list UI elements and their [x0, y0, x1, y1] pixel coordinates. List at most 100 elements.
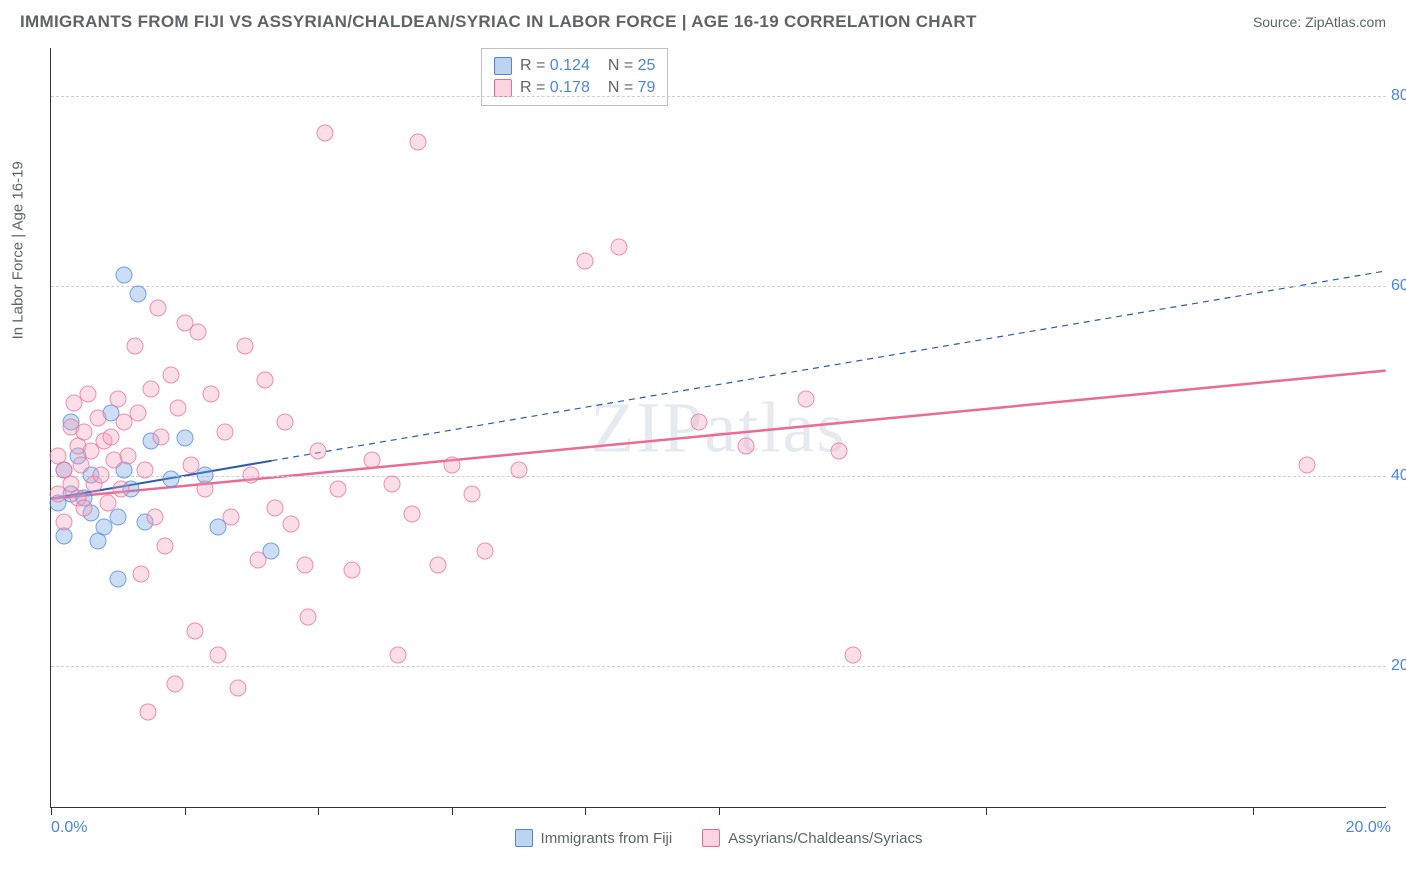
legend-item: Assyrians/Chaldeans/Syriacs [702, 829, 922, 847]
y-tick-label: 60.0% [1391, 277, 1406, 295]
data-point-assyrian [610, 238, 627, 255]
data-point-assyrian [89, 409, 106, 426]
x-tick-label-left: 0.0% [51, 819, 87, 837]
data-point-assyrian [223, 509, 240, 526]
data-point-assyrian [300, 609, 317, 626]
data-point-assyrian [266, 499, 283, 516]
data-point-assyrian [146, 509, 163, 526]
stats-box: R = 0.124N = 25 R = 0.178N = 79 [481, 48, 668, 106]
x-tick [1253, 807, 1254, 815]
trendlines-svg [51, 48, 1386, 807]
data-point-assyrian [166, 675, 183, 692]
data-point-assyrian [250, 552, 267, 569]
data-point-assyrian [831, 442, 848, 459]
data-point-assyrian [109, 390, 126, 407]
data-point-assyrian [186, 623, 203, 640]
data-point-assyrian [310, 442, 327, 459]
data-point-assyrian [129, 404, 146, 421]
data-point-assyrian [463, 485, 480, 502]
plot-area: ZIPatlas R = 0.124N = 25R = 0.178N = 79 … [50, 48, 1386, 808]
data-point-assyrian [139, 704, 156, 721]
data-point-assyrian [403, 506, 420, 523]
data-point-fiji [176, 430, 193, 447]
data-point-assyrian [410, 134, 427, 151]
data-point-assyrian [443, 457, 460, 474]
legend-label: Immigrants from Fiji [541, 830, 673, 847]
chart-header: IMMIGRANTS FROM FIJI VS ASSYRIAN/CHALDEA… [0, 0, 1406, 40]
data-point-fiji [116, 267, 133, 284]
data-point-assyrian [230, 680, 247, 697]
data-point-assyrian [163, 366, 180, 383]
data-point-assyrian [203, 385, 220, 402]
data-point-assyrian [430, 556, 447, 573]
data-point-assyrian [153, 428, 170, 445]
stats-swatch-icon [494, 79, 512, 97]
data-point-assyrian [126, 338, 143, 355]
data-point-assyrian [343, 561, 360, 578]
data-point-assyrian [236, 338, 253, 355]
data-point-assyrian [577, 252, 594, 269]
data-point-assyrian [383, 476, 400, 493]
data-point-assyrian [189, 324, 206, 341]
source-label: Source: ZipAtlas.com [1253, 14, 1386, 30]
legend-swatch-icon [515, 829, 533, 847]
x-tick [185, 807, 186, 815]
trendline-fiji-dashed [272, 271, 1386, 461]
data-point-assyrian [79, 385, 96, 402]
data-point-assyrian [256, 371, 273, 388]
data-point-assyrian [690, 414, 707, 431]
data-point-assyrian [133, 566, 150, 583]
data-point-assyrian [183, 457, 200, 474]
stats-text: R = 0.124N = 25 [520, 57, 655, 75]
x-tick [452, 807, 453, 815]
data-point-assyrian [737, 438, 754, 455]
data-point-assyrian [330, 480, 347, 497]
x-tick-label-right: 20.0% [1346, 819, 1391, 837]
y-tick-label: 40.0% [1391, 467, 1406, 485]
gridline [51, 96, 1386, 97]
data-point-assyrian [99, 495, 116, 512]
data-point-assyrian [76, 499, 93, 516]
data-point-assyrian [1298, 457, 1315, 474]
data-point-assyrian [276, 414, 293, 431]
x-tick [585, 807, 586, 815]
data-point-assyrian [143, 381, 160, 398]
stats-row: R = 0.124N = 25 [494, 55, 655, 77]
legend-label: Assyrians/Chaldeans/Syriacs [728, 830, 922, 847]
data-point-assyrian [196, 480, 213, 497]
x-tick [51, 807, 52, 815]
data-point-assyrian [216, 423, 233, 440]
y-tick-label: 20.0% [1391, 657, 1406, 675]
data-point-assyrian [93, 466, 110, 483]
stats-text: R = 0.178N = 79 [520, 79, 655, 97]
data-point-assyrian [296, 556, 313, 573]
data-point-assyrian [243, 466, 260, 483]
data-point-fiji [163, 471, 180, 488]
data-point-assyrian [510, 461, 527, 478]
legend-item: Immigrants from Fiji [515, 829, 673, 847]
x-tick [719, 807, 720, 815]
data-point-assyrian [73, 457, 90, 474]
data-point-assyrian [103, 428, 120, 445]
data-point-assyrian [316, 124, 333, 141]
data-point-fiji [109, 509, 126, 526]
data-point-assyrian [169, 400, 186, 417]
y-tick-label: 80.0% [1391, 87, 1406, 105]
data-point-assyrian [113, 480, 130, 497]
chart-title: IMMIGRANTS FROM FIJI VS ASSYRIAN/CHALDEA… [20, 12, 977, 32]
data-point-assyrian [156, 537, 173, 554]
gridline [51, 286, 1386, 287]
stats-swatch-icon [494, 57, 512, 75]
data-point-fiji [109, 571, 126, 588]
data-point-assyrian [844, 647, 861, 664]
data-point-assyrian [477, 542, 494, 559]
legend-swatch-icon [702, 829, 720, 847]
data-point-assyrian [363, 452, 380, 469]
gridline [51, 666, 1386, 667]
x-tick [986, 807, 987, 815]
y-axis-label: In Labor Force | Age 16-19 [10, 161, 27, 339]
data-point-assyrian [149, 300, 166, 317]
legend: Immigrants from Fiji Assyrians/Chaldeans/… [51, 829, 1386, 847]
data-point-assyrian [797, 390, 814, 407]
data-point-assyrian [390, 647, 407, 664]
